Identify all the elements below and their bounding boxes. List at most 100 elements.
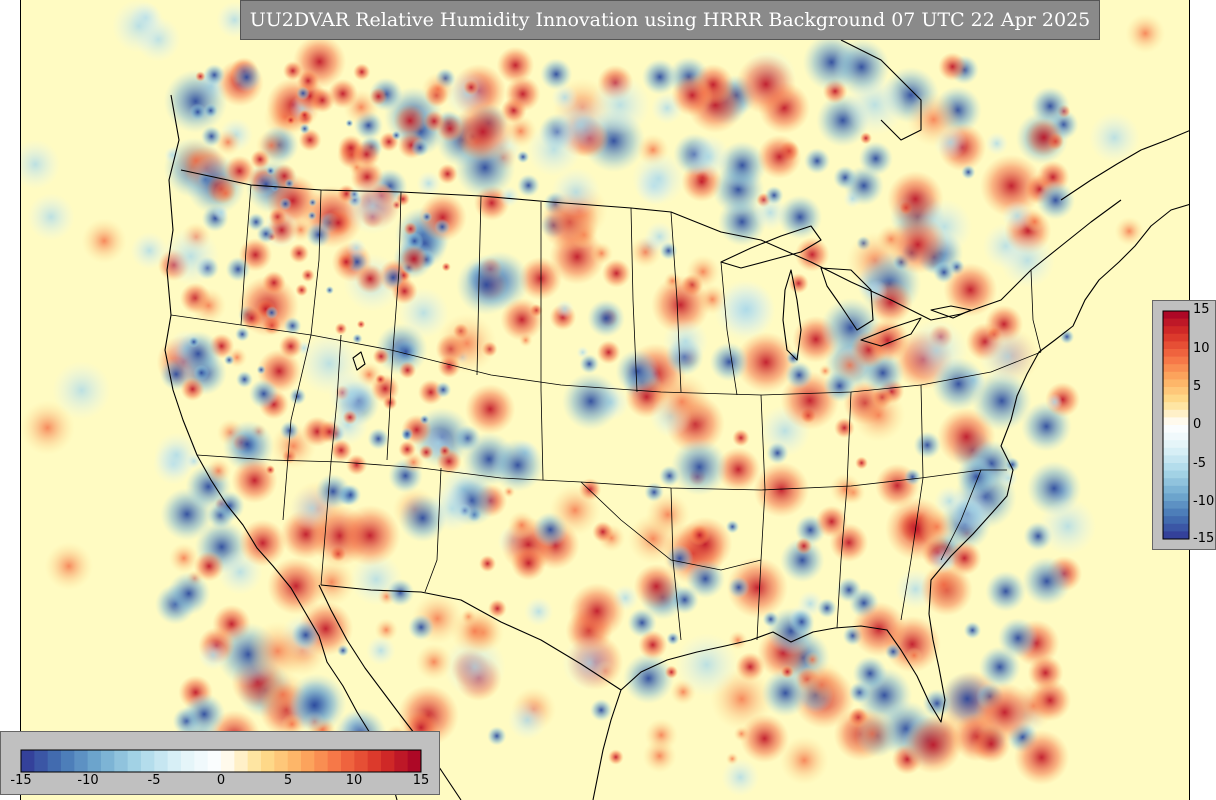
innovation-blob (888, 215, 948, 275)
innovation-blob (213, 181, 238, 205)
innovation-blob (189, 103, 207, 121)
innovation-blob (592, 521, 614, 543)
innovation-blob (906, 92, 961, 147)
innovation-blob (429, 486, 475, 532)
colorbar-horizontal-segment (274, 750, 289, 772)
colorbar-vertical-segment (1163, 379, 1189, 388)
innovation-blob (615, 349, 660, 394)
innovation-blob (985, 570, 1027, 612)
innovation-blob (205, 458, 232, 484)
innovation-blob (1125, 13, 1166, 54)
colorbar-vertical-segment (1163, 364, 1189, 373)
innovation-blob (504, 76, 541, 112)
innovation-blob (386, 578, 415, 607)
innovation-blob (979, 154, 1043, 218)
innovation-blob (931, 357, 986, 411)
colorbar-horizontal-segment (74, 750, 89, 772)
innovation-blob (327, 78, 358, 109)
innovation-blob (686, 134, 731, 179)
innovation-blob (833, 38, 890, 96)
innovation-blob (524, 597, 554, 627)
innovation-blob (905, 647, 923, 664)
innovation-blob (261, 270, 286, 295)
innovation-blob (288, 243, 310, 264)
innovation-blob (834, 417, 855, 439)
innovation-blob (52, 361, 111, 420)
innovation-blob (1029, 679, 1072, 722)
innovation-blob (393, 104, 427, 138)
colorbar-vertical-segment (1163, 455, 1189, 464)
innovation-blob (281, 713, 303, 735)
state-borders (170, 184, 1042, 641)
innovation-blob (437, 354, 461, 379)
innovation-blob (727, 576, 750, 599)
colorbar-horizontal-segment (114, 750, 129, 772)
innovation-blob (452, 101, 513, 162)
innovation-blob (391, 130, 402, 141)
innovation-blob (193, 550, 225, 582)
innovation-blob (596, 340, 621, 365)
colorbar-vertical-segment (1163, 371, 1189, 380)
innovation-blob (463, 79, 480, 96)
innovation-blob (761, 669, 810, 717)
innovation-blob (464, 383, 516, 435)
innovation-blob (804, 651, 821, 668)
colorbar-horizontal-segment (247, 750, 262, 772)
colorbar-vertical-segment (1163, 531, 1189, 540)
innovation-blob (298, 128, 322, 152)
innovation-blob (232, 429, 262, 460)
innovation-blob (393, 339, 419, 365)
colorbar-horizontal-segment (21, 750, 35, 772)
innovation-blob (794, 237, 830, 272)
innovation-blob (223, 354, 235, 366)
innovation-blob (938, 52, 967, 82)
colorbar-horizontal-segment (381, 750, 395, 772)
innovation-blob (971, 724, 1011, 764)
colorbar-horizontal-segment (234, 750, 249, 772)
innovation-blob (633, 563, 680, 610)
innovation-blob (374, 618, 398, 642)
colorbar-horizontal-tick: -10 (77, 773, 99, 788)
innovation-blob (507, 700, 547, 740)
innovation-blob (985, 132, 1009, 155)
innovation-blob (644, 221, 675, 252)
innovation-blob (852, 656, 888, 691)
innovation-blob (961, 164, 976, 180)
innovation-blob (418, 444, 434, 460)
colorbar-horizontal-scale (20, 749, 422, 773)
innovation-blob (339, 504, 401, 567)
colorbar-horizontal-tick: 5 (283, 773, 293, 788)
innovation-blob (665, 544, 694, 573)
innovation-blob (638, 630, 668, 660)
innovation-blob (500, 297, 544, 342)
st-lawrence-coast (1060, 130, 1189, 201)
innovation-blob (234, 326, 250, 342)
innovation-blob (193, 364, 210, 381)
innovation-blob (410, 138, 430, 157)
innovation-blob (253, 172, 279, 197)
innovation-blob (407, 614, 435, 641)
colorbar-vertical-segment (1163, 478, 1189, 487)
colorbar-vertical-segment (1163, 333, 1189, 342)
innovation-blob (846, 708, 898, 760)
colorbar-vertical-segment (1163, 326, 1189, 335)
innovation-blob (685, 254, 721, 289)
innovation-blob (421, 72, 455, 106)
innovation-blob (516, 150, 530, 164)
innovation-blob (315, 473, 351, 510)
innovation-blob (353, 63, 371, 81)
innovation-blob (278, 197, 292, 211)
innovation-blob (913, 431, 942, 459)
innovation-blob (816, 598, 837, 619)
innovation-blob (815, 505, 848, 538)
innovation-blob (1039, 497, 1097, 555)
innovation-blob (418, 193, 467, 242)
innovation-blob (21, 400, 75, 456)
innovation-blob (561, 635, 618, 691)
innovation-blob (780, 665, 795, 679)
innovation-blob (843, 165, 884, 206)
colorbar-horizontal-segment (127, 750, 142, 772)
innovation-blob (256, 224, 276, 244)
innovation-blob (231, 457, 278, 504)
colorbar-vertical-segment (1163, 493, 1189, 502)
